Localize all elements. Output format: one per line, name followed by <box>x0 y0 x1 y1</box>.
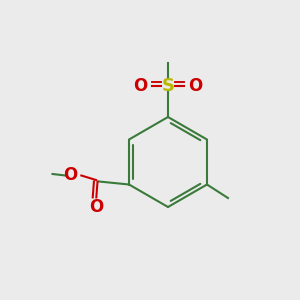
Text: S: S <box>161 76 175 94</box>
Text: O: O <box>133 76 148 94</box>
Text: O: O <box>89 198 103 216</box>
Text: O: O <box>188 76 203 94</box>
Text: O: O <box>63 167 77 184</box>
